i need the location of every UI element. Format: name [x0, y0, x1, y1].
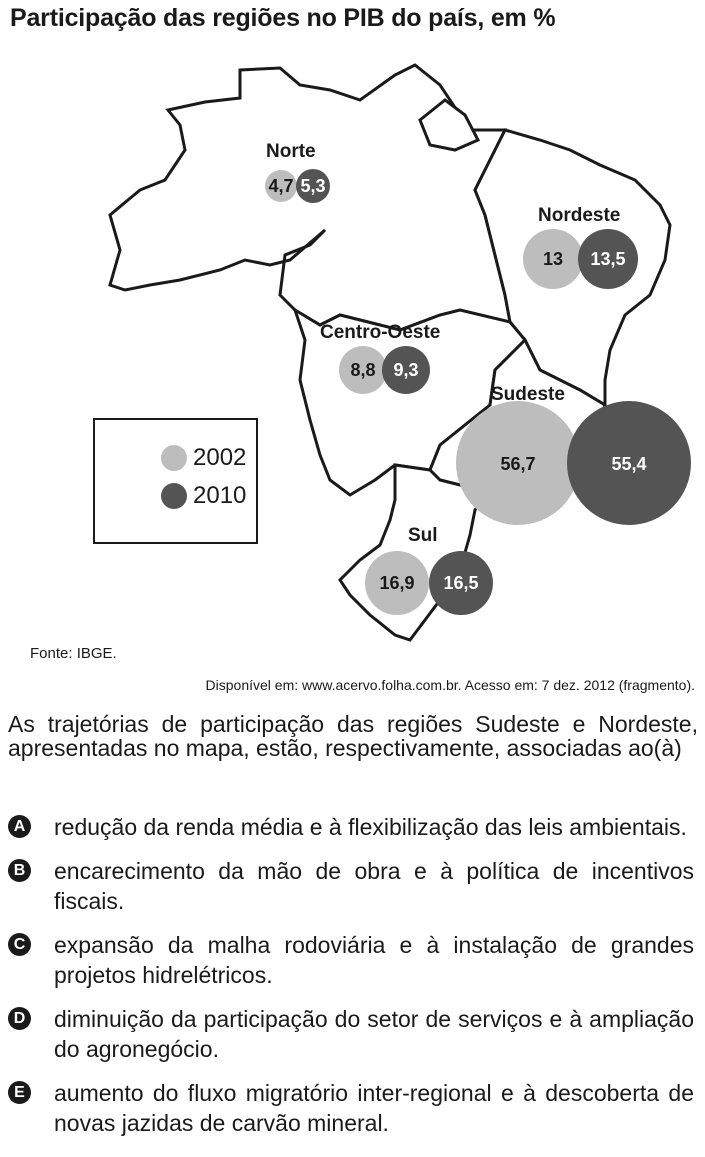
bubble-2002: [339, 346, 387, 394]
option-letter-icon: A: [8, 815, 31, 838]
legend-swatch-2010: [161, 483, 187, 509]
region-label: Sudeste: [491, 384, 565, 405]
legend-swatch-2002: [161, 445, 187, 471]
region-sudeste: Sudeste 56,7 55,4: [456, 384, 691, 525]
value-2002: 16,9: [379, 573, 414, 593]
brazil-map: Norte 4,7 5,3 Nordeste 13 13,5 Centro-Oe…: [0, 40, 705, 660]
bubble-2002: [365, 551, 429, 615]
bubble-2010: [382, 346, 430, 394]
option-b[interactable]: B encarecimento da mão de obra e à polít…: [8, 856, 698, 916]
legend: 2002 2010: [93, 418, 258, 544]
legend-label: 2010: [193, 482, 247, 509]
option-text: aumento do fluxo migratório inter-region…: [54, 1080, 694, 1136]
answer-options: A redução da renda média e à flexibiliza…: [8, 812, 698, 1152]
option-e[interactable]: E aumento do fluxo migratório inter-regi…: [8, 1078, 698, 1138]
option-letter-icon: D: [8, 1007, 31, 1030]
bubble-2002: [523, 229, 583, 289]
option-text: expansão da malha rodoviária e à instala…: [54, 932, 694, 988]
value-2010: 55,4: [611, 454, 646, 474]
option-text: encarecimento da mão de obra e à polític…: [54, 858, 694, 914]
legend-label: 2002: [193, 444, 247, 471]
option-a[interactable]: A redução da renda média e à flexibiliza…: [8, 812, 698, 842]
value-2002: 13: [543, 249, 563, 269]
value-2010: 16,5: [443, 573, 478, 593]
bubble-2010: [296, 169, 330, 203]
bubble-2010: [578, 229, 638, 289]
option-letter-icon: C: [8, 933, 31, 956]
region-nordeste: Nordeste 13 13,5: [523, 205, 638, 289]
option-text: redução da renda média e à flexibilizaçã…: [54, 814, 687, 840]
bubble-2010: [567, 401, 691, 525]
option-letter-icon: B: [8, 859, 31, 882]
bubble-2002: [265, 170, 297, 202]
citation-text: Disponível em: www.acervo.folha.com.br. …: [205, 677, 695, 693]
region-label: Norte: [266, 141, 316, 162]
value-2002: 8,8: [350, 360, 375, 380]
value-2010: 13,5: [590, 249, 625, 269]
map-svg: Norte 4,7 5,3 Nordeste 13 13,5 Centro-Oe…: [108, 63, 691, 642]
option-text: diminuição da participação do setor de s…: [54, 1006, 694, 1062]
bubble-2010: [429, 551, 493, 615]
value-2002: 56,7: [500, 454, 535, 474]
region-label: Sul: [408, 525, 438, 546]
region-sul: Sul 16,9 16,5: [365, 525, 493, 615]
region-label: Nordeste: [538, 205, 620, 226]
value-2010: 5,3: [300, 176, 325, 196]
region-norte: Norte 4,7 5,3: [265, 141, 330, 203]
page-title: Participação das regiões no PIB do país,…: [10, 4, 556, 32]
region-centro-oeste: Centro-Oeste 8,8 9,3: [320, 322, 440, 394]
value-2010: 9,3: [393, 360, 418, 380]
option-c[interactable]: C expansão da malha rodoviária e à insta…: [8, 930, 698, 990]
source-text: Fonte: IBGE.: [30, 645, 117, 662]
legend-item-2010: 2010: [161, 482, 246, 510]
amapa-outline: [418, 98, 481, 152]
bubble-2002: [456, 401, 580, 525]
legend-item-2002: 2002: [161, 444, 246, 472]
question-text: As trajetórias de participação das regiõ…: [8, 711, 698, 761]
option-d[interactable]: D diminuição da participação do setor de…: [8, 1004, 698, 1064]
value-2002: 4,7: [268, 176, 293, 196]
region-label: Centro-Oeste: [320, 322, 440, 343]
option-letter-icon: E: [8, 1081, 31, 1104]
